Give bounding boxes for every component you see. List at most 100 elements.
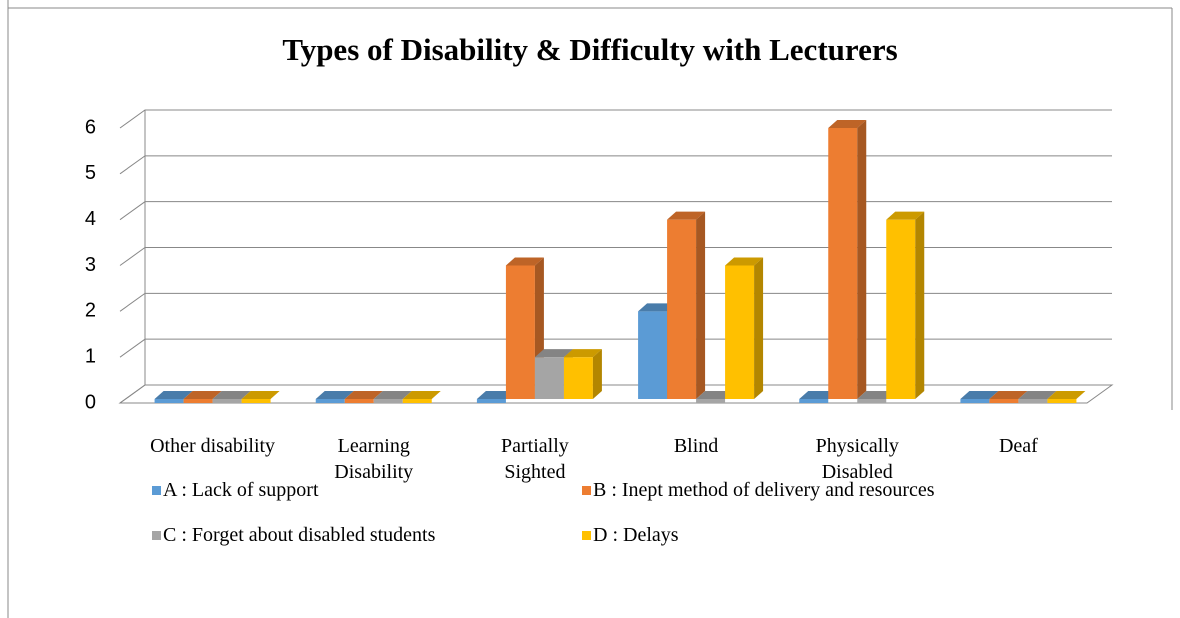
bar-front [183, 399, 213, 403]
bar [212, 391, 251, 403]
legend-swatch [152, 531, 161, 540]
legend-label: B : Inept method of delivery and resourc… [593, 479, 935, 501]
bar [183, 391, 222, 403]
bar-top [828, 120, 867, 128]
bar [1018, 391, 1057, 403]
bar [960, 391, 999, 403]
bar-front [696, 399, 726, 403]
bar-top [886, 211, 925, 220]
grid-line [119, 247, 1112, 266]
bar-top [344, 391, 383, 399]
chart-title: Types of Disability & Difficulty with Le… [282, 32, 898, 67]
legend-label: C : Forget about disabled students [163, 524, 436, 546]
bar-front [1018, 399, 1048, 403]
y-tick-label: 3 [85, 254, 96, 276]
bar-top [857, 391, 896, 399]
bar-front [725, 265, 755, 399]
bar [1047, 391, 1086, 403]
bar-top [960, 391, 999, 399]
bar-top [315, 391, 354, 399]
bar-top [373, 391, 412, 399]
bar-front [402, 399, 432, 403]
bar-top [1018, 391, 1057, 399]
legend-swatch [582, 531, 591, 540]
bar-side [857, 120, 867, 399]
bar [886, 211, 925, 399]
legend-item: D : Delays [582, 524, 679, 547]
bar [725, 257, 764, 399]
bar [344, 391, 383, 403]
bar-top [563, 349, 602, 358]
bar-front [989, 399, 1019, 403]
bar [799, 391, 838, 403]
bar [857, 391, 896, 403]
bar-front [344, 399, 374, 403]
bar [402, 391, 441, 403]
x-tick-label: Partially Sighted [501, 435, 569, 483]
bar-front [1047, 399, 1077, 403]
legend-label: D : Delays [593, 524, 679, 546]
bar-front [241, 399, 271, 403]
bar-top [212, 391, 251, 399]
bar-front [799, 399, 829, 403]
grid-line [119, 384, 1112, 404]
y-tick-label: 2 [85, 300, 96, 322]
bar-top [638, 303, 677, 312]
bar-front [886, 219, 916, 399]
legend-swatch [582, 486, 591, 495]
bar-front [667, 219, 697, 399]
bar [989, 391, 1028, 403]
legend-item: A : Lack of support [152, 479, 319, 502]
bar-top [1047, 391, 1086, 399]
x-tick-label: Blind [673, 435, 719, 457]
bar-top [696, 391, 735, 399]
bar-top [534, 349, 573, 358]
bar-front [154, 399, 184, 403]
grid-line [119, 338, 1112, 358]
bar-top [183, 391, 222, 399]
bar-front [373, 399, 403, 403]
bar-front [828, 128, 858, 399]
bar-side [754, 257, 764, 399]
legend-swatch [152, 486, 161, 495]
y-tick-label: 6 [85, 116, 96, 138]
grid-line [119, 201, 1112, 221]
bar-front [960, 399, 990, 403]
bar-top [667, 211, 706, 220]
bar-top [989, 391, 1028, 399]
bar [241, 391, 280, 403]
bar-front [505, 265, 535, 399]
x-tick-label: Deaf [998, 435, 1038, 457]
bar-top [505, 257, 544, 266]
bar-front [857, 399, 887, 403]
bar-top [402, 391, 441, 399]
bar-side [915, 211, 925, 399]
y-tick-label: 0 [85, 391, 96, 413]
x-tick-label: Other disability [150, 435, 276, 457]
bar-front [315, 399, 345, 403]
bar-top [241, 391, 280, 399]
legend-item: B : Inept method of delivery and resourc… [582, 479, 935, 502]
bar-front [563, 357, 593, 399]
legend-item: C : Forget about disabled students [152, 524, 435, 547]
x-tick-label: Learning Disability [334, 435, 414, 483]
bar-top [154, 391, 193, 399]
bar [828, 120, 867, 399]
bar [373, 391, 412, 403]
bar [476, 391, 515, 403]
y-tick-label: 4 [85, 208, 96, 230]
bar [505, 257, 544, 399]
y-tick-label: 1 [85, 345, 96, 367]
bar-front [638, 311, 668, 399]
bar-side [592, 349, 602, 399]
y-tick-label: 5 [85, 162, 96, 184]
bar [154, 391, 193, 403]
x-tick-label: Physically Disabled [815, 435, 899, 483]
grid-line [119, 155, 1112, 175]
bar-front [534, 357, 564, 399]
legend-label: A : Lack of support [163, 479, 319, 501]
bar-side [696, 211, 706, 399]
bar-front [212, 399, 242, 403]
